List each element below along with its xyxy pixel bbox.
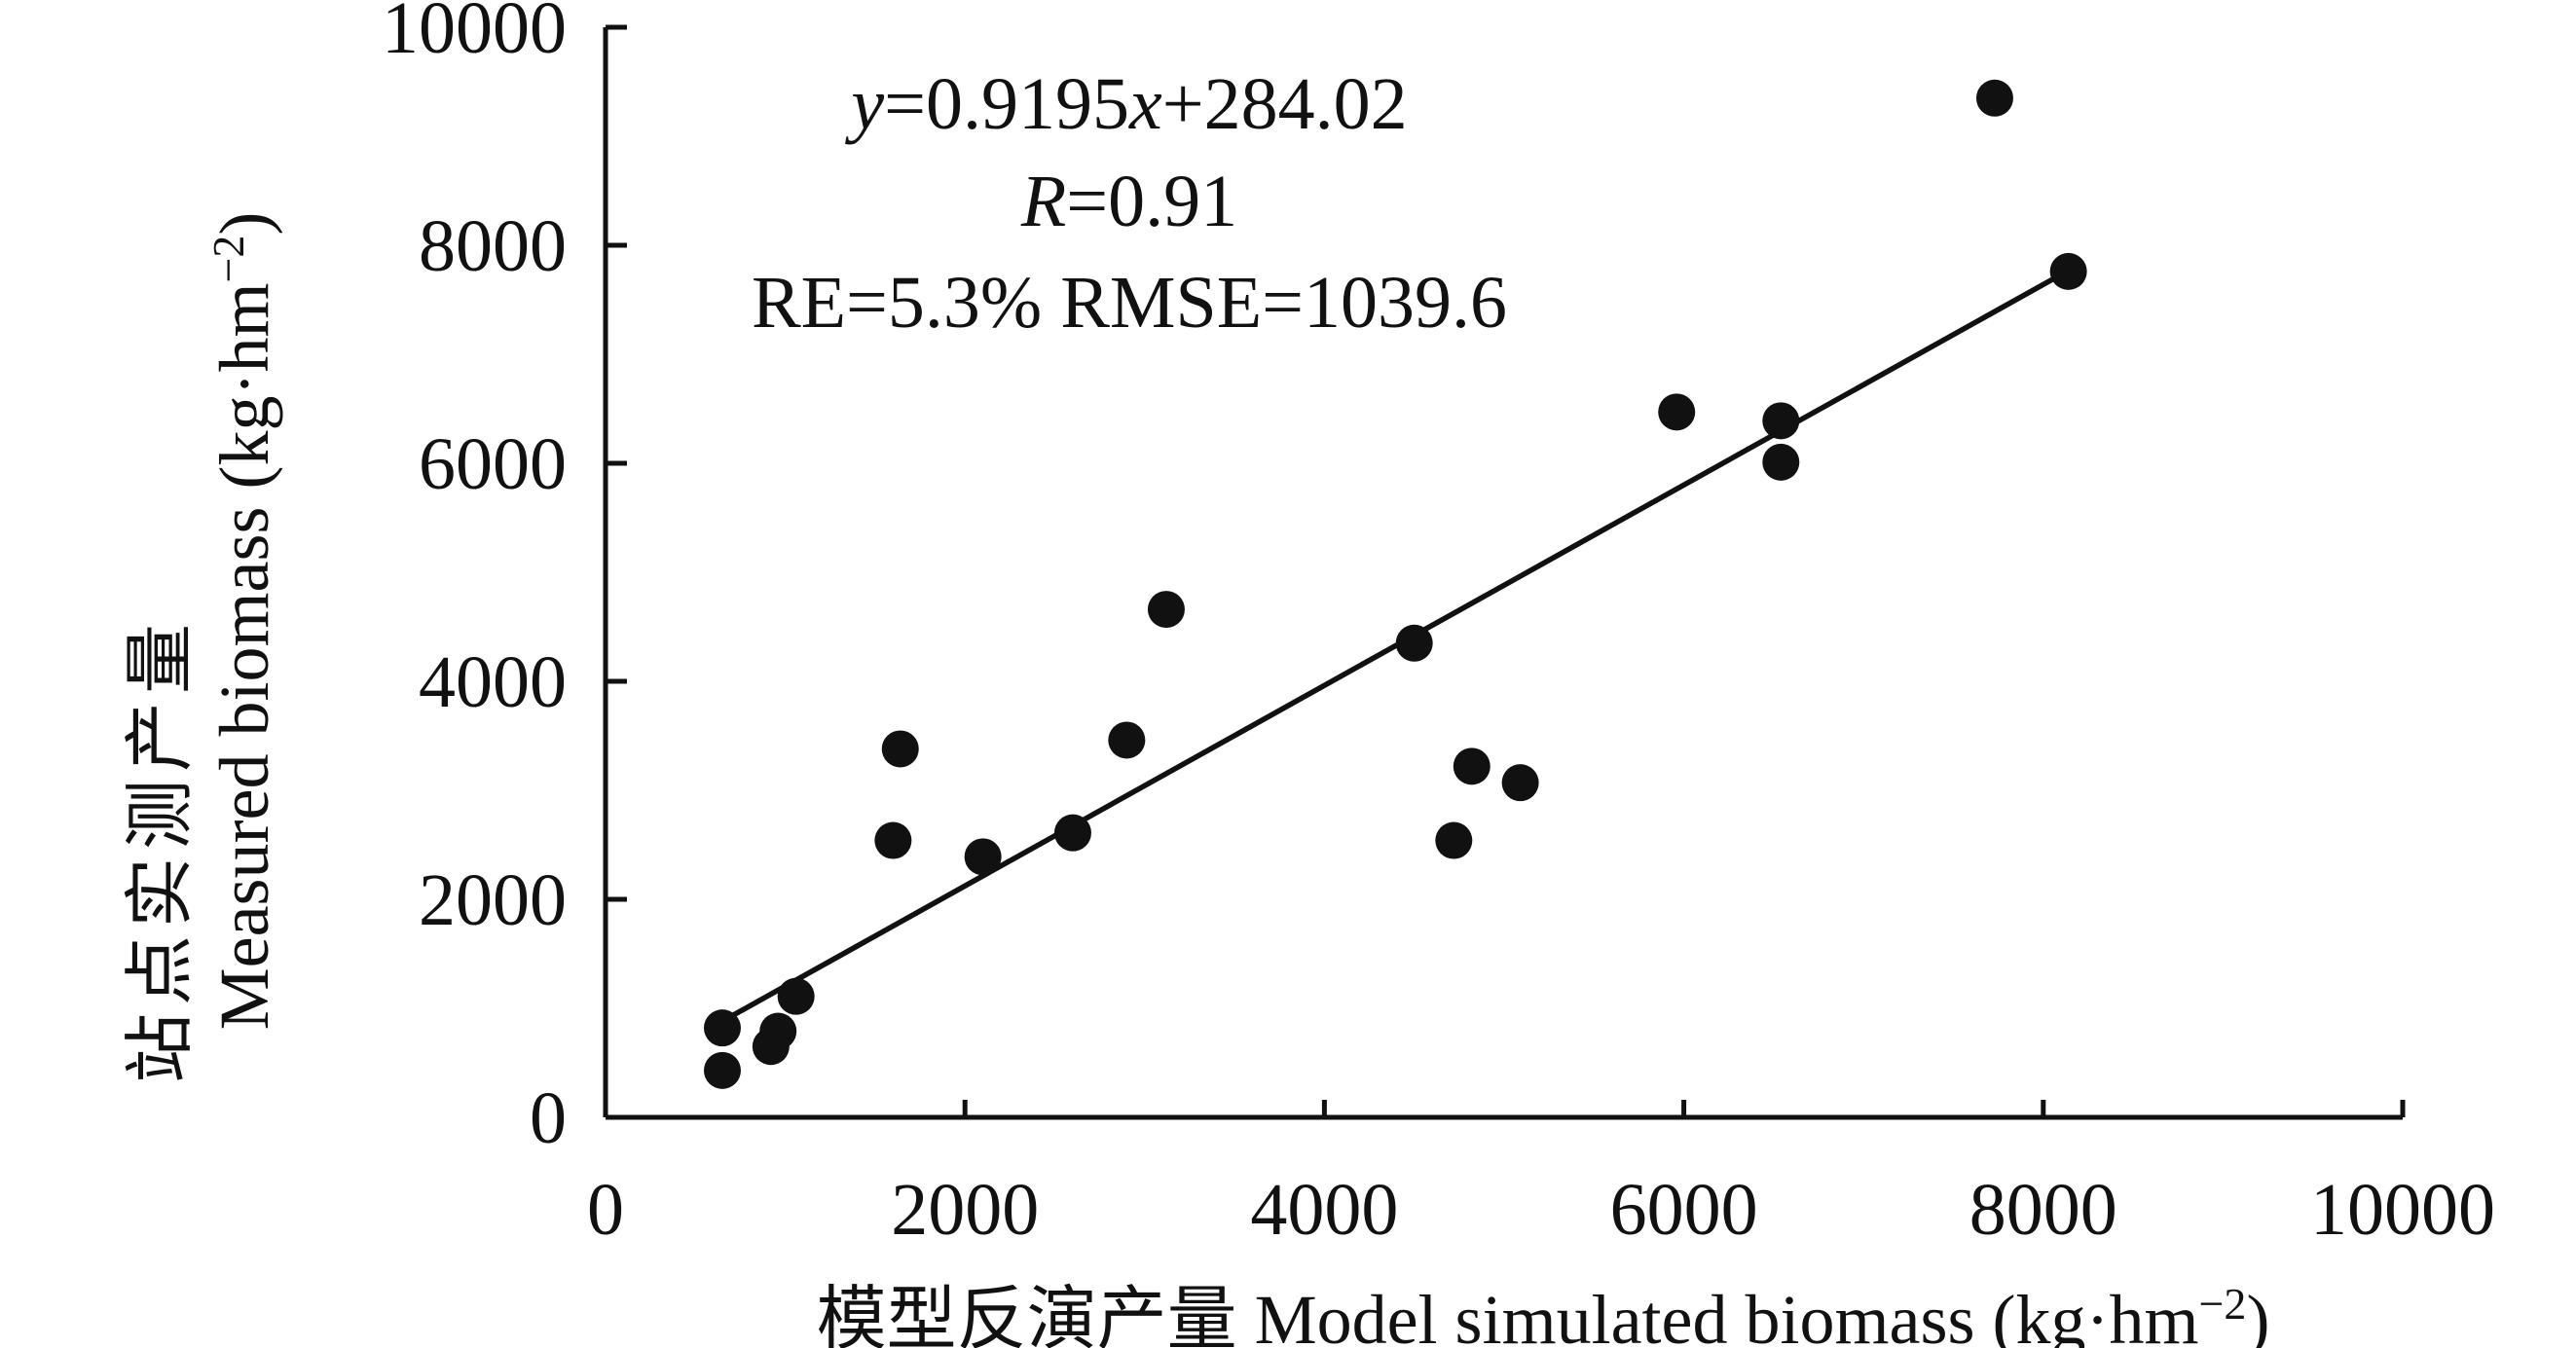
- y-tick-label: 0: [530, 1077, 567, 1159]
- y-tick-label: 2000: [419, 859, 567, 941]
- data-point: [703, 1051, 741, 1089]
- y-tick-label: 10000: [382, 0, 567, 69]
- data-point: [2049, 252, 2087, 290]
- data-point: [1395, 624, 1433, 662]
- data-point: [964, 838, 1002, 876]
- data-point: [1053, 814, 1091, 852]
- regression-equation: y=0.9195x+284.02: [844, 63, 1407, 145]
- data-point: [1453, 747, 1490, 785]
- axes: 0 2000 4000 6000 8000 10000 0 2000 4000 6000 8000 1…: [382, 0, 2495, 1251]
- data-point: [1658, 393, 1696, 431]
- regression-line: [712, 267, 2072, 1029]
- y-axis-title: Measured biomass (kg·hm−2) 站点实测产量: [122, 212, 283, 1083]
- x-tick-label: 6000: [1610, 1169, 1758, 1251]
- data-point: [1762, 443, 1800, 481]
- y-tick-label: 8000: [419, 205, 567, 287]
- y-tick-label: 6000: [419, 423, 567, 505]
- y-axis-title-en: Measured biomass (kg·hm−2): [203, 212, 284, 1031]
- x-tick-label: 4000: [1250, 1169, 1398, 1251]
- data-point: [1975, 79, 2013, 117]
- data-point: [1435, 821, 1473, 859]
- data-points: [703, 79, 2087, 1089]
- y-axis-title-cn: 站点实测产量: [122, 616, 200, 1083]
- error-metrics: RE=5.3% RMSE=1039.6: [752, 262, 1507, 344]
- data-point: [881, 730, 919, 768]
- data-point: [1501, 764, 1539, 802]
- y-tick-label: 4000: [419, 641, 567, 723]
- data-point: [874, 821, 912, 859]
- x-tick-label: 10000: [2310, 1169, 2495, 1251]
- data-point: [777, 977, 815, 1015]
- data-point: [759, 1012, 797, 1050]
- data-point: [1108, 721, 1146, 759]
- correlation-coefficient: R=0.91: [1020, 161, 1237, 242]
- data-point: [1762, 402, 1800, 440]
- data-point: [1147, 591, 1185, 629]
- x-tick-label: 2000: [891, 1169, 1039, 1251]
- x-tick-label: 0: [587, 1169, 624, 1251]
- x-tick-label: 8000: [1969, 1169, 2117, 1251]
- regression-line-group: [712, 267, 2072, 1029]
- data-point: [703, 1009, 741, 1047]
- stats-annotation: y=0.9195x+284.02 R=0.91 RE=5.3% RMSE=103…: [752, 63, 1507, 344]
- x-axis-title: 模型反演产量 Model simulated biomass (kg·hm−2): [817, 1279, 2270, 1348]
